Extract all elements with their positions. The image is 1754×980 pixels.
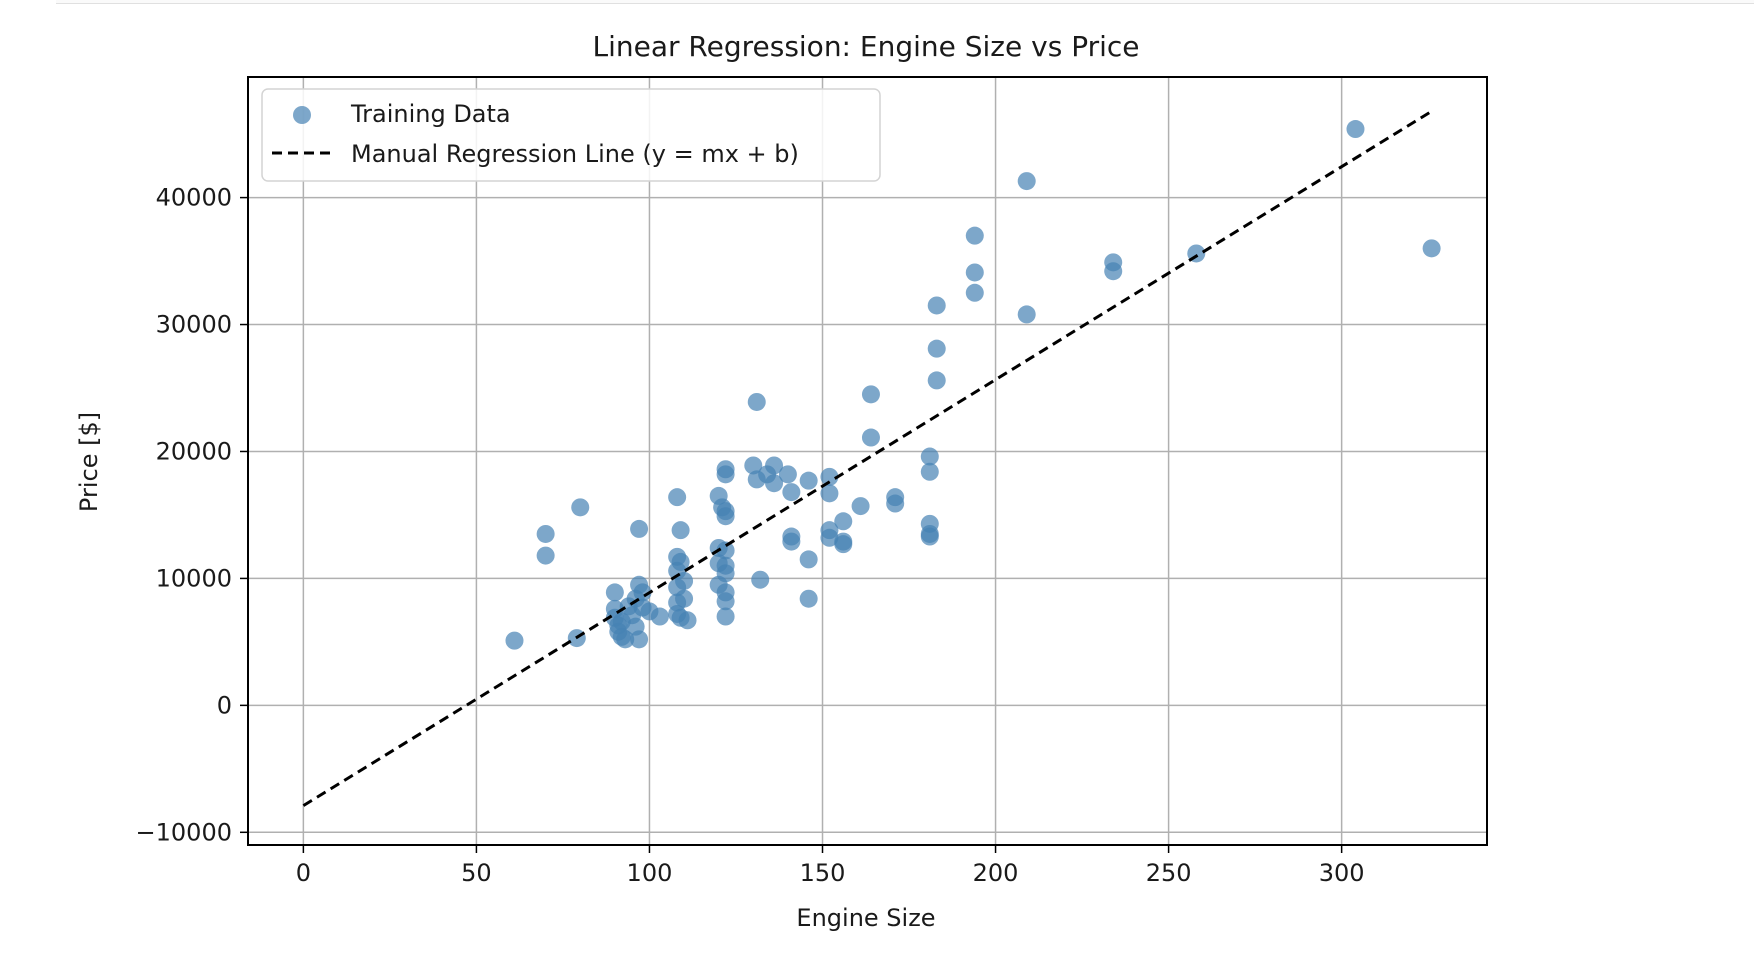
data-point <box>920 447 939 466</box>
y-tick-label: 40000 <box>156 184 232 212</box>
data-point <box>861 385 880 404</box>
data-point <box>536 524 555 543</box>
data-point <box>965 263 984 282</box>
data-point <box>920 462 939 481</box>
notebook-cell-border <box>56 0 1754 4</box>
data-point <box>605 583 624 602</box>
data-point <box>1017 172 1036 191</box>
data-point <box>675 571 694 590</box>
data-point <box>650 607 669 626</box>
data-point <box>765 456 784 475</box>
data-point <box>630 630 649 649</box>
data-point <box>536 546 555 565</box>
data-point <box>571 498 590 517</box>
data-point <box>671 552 690 571</box>
legend: Training Data Manual Regression Line (y … <box>261 88 881 182</box>
data-point <box>1104 262 1123 281</box>
y-tick-label: 10000 <box>156 564 232 592</box>
y-axis-ticks: −10000 0 10000 20000 30000 40000 <box>136 184 248 846</box>
x-tick-label: 300 <box>1319 859 1365 887</box>
x-axis-ticks: 0 50 100 150 200 250 300 <box>296 845 1365 887</box>
data-point <box>678 611 697 630</box>
data-point <box>886 494 905 513</box>
data-point <box>820 484 839 503</box>
data-point <box>716 564 735 583</box>
regression-line-group <box>302 109 1433 807</box>
data-point <box>716 592 735 611</box>
data-point <box>927 296 946 315</box>
data-point <box>716 607 735 626</box>
data-point <box>630 519 649 538</box>
data-point <box>668 488 687 507</box>
regression-line <box>302 109 1433 807</box>
data-point <box>778 465 797 484</box>
y-tick-label: 0 <box>217 691 232 719</box>
y-axis-label: Price [$] <box>75 412 103 512</box>
data-point <box>633 583 652 602</box>
data-point <box>820 528 839 547</box>
data-point <box>965 226 984 245</box>
data-point <box>799 589 818 608</box>
x-tick-label: 200 <box>973 859 1019 887</box>
grid-lines <box>248 77 1487 845</box>
data-point <box>799 471 818 490</box>
data-point <box>820 467 839 486</box>
data-point <box>1017 305 1036 324</box>
x-tick-label: 100 <box>627 859 673 887</box>
y-tick-label: 30000 <box>156 311 232 339</box>
data-point <box>747 392 766 411</box>
data-point <box>851 497 870 516</box>
legend-label-training: Training Data <box>350 100 511 128</box>
data-point <box>782 532 801 551</box>
data-point <box>920 527 939 546</box>
data-point <box>671 521 690 540</box>
scatter-points <box>505 120 1441 650</box>
data-point <box>834 535 853 554</box>
data-point <box>716 541 735 560</box>
legend-marker-training <box>293 106 311 124</box>
data-point <box>716 507 735 526</box>
data-point <box>965 283 984 302</box>
data-point <box>1422 239 1441 258</box>
data-point <box>744 456 763 475</box>
data-point <box>1346 120 1365 139</box>
x-tick-label: 0 <box>296 859 311 887</box>
x-tick-label: 250 <box>1146 859 1192 887</box>
chart-title: Linear Regression: Engine Size vs Price <box>592 30 1139 63</box>
legend-label-regression: Manual Regression Line (y = mx + b) <box>351 140 799 168</box>
data-point <box>716 465 735 484</box>
x-tick-label: 50 <box>461 859 492 887</box>
plot-frame <box>247 76 1488 846</box>
x-tick-label: 150 <box>800 859 846 887</box>
data-point <box>675 589 694 608</box>
data-point <box>782 483 801 502</box>
data-point <box>505 631 524 650</box>
data-point <box>616 630 635 649</box>
y-tick-label: 20000 <box>156 437 232 465</box>
y-tick-label: −10000 <box>136 818 232 846</box>
data-point <box>927 371 946 390</box>
x-axis-label: Engine Size <box>796 904 935 932</box>
data-point <box>834 512 853 531</box>
data-point <box>861 428 880 447</box>
data-point <box>751 570 770 589</box>
data-point <box>765 474 784 493</box>
data-point <box>799 550 818 569</box>
data-point <box>927 339 946 358</box>
legend-box <box>261 88 881 182</box>
